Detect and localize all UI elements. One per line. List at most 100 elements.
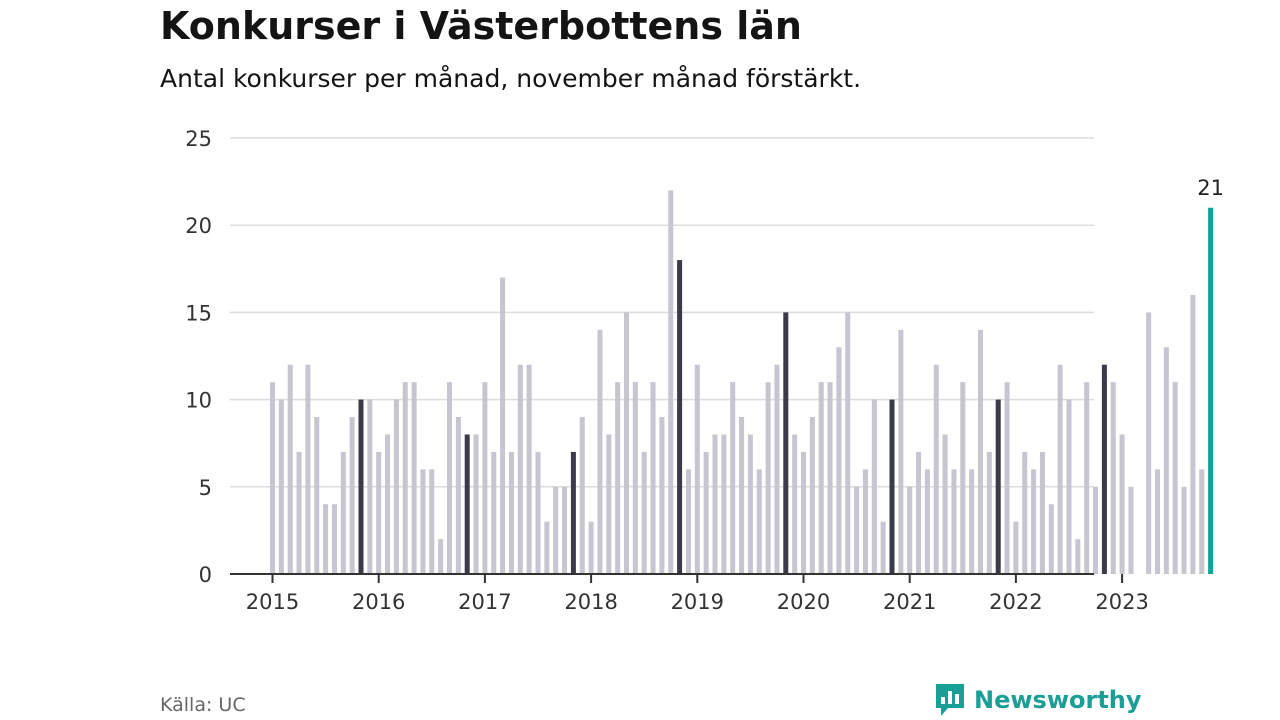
bar [1093, 486, 1099, 574]
bar [287, 364, 293, 574]
bar [836, 347, 842, 574]
bar [270, 382, 275, 574]
bar [358, 399, 364, 574]
bar [588, 521, 594, 574]
bar [978, 329, 983, 574]
bar [1101, 364, 1107, 574]
bar [517, 364, 523, 574]
bar [535, 451, 541, 574]
y-tick-label: 10 [185, 389, 212, 413]
bar [774, 364, 780, 574]
bar [447, 382, 452, 574]
bar [721, 434, 727, 574]
bar [314, 417, 320, 574]
source-note: Källa: UC [160, 694, 246, 716]
bar-annotation-label: 21 [1197, 176, 1224, 200]
bar [827, 382, 833, 574]
x-tick-label: 2022 [989, 590, 1042, 614]
bar [650, 382, 656, 574]
bar [677, 260, 683, 574]
bar [367, 399, 373, 574]
bar [694, 364, 700, 574]
y-tick-label: 0 [199, 563, 212, 587]
bar [916, 451, 922, 574]
bar [898, 329, 904, 574]
y-tick-label: 20 [185, 214, 212, 238]
bar [792, 434, 798, 574]
bar [1181, 486, 1187, 574]
bar [1110, 382, 1116, 574]
bar [296, 451, 302, 574]
bar [1057, 364, 1063, 574]
bar [606, 434, 612, 574]
x-tick-label: 2018 [564, 590, 617, 614]
bar [570, 451, 576, 574]
bar [1128, 486, 1134, 574]
bar [845, 312, 851, 574]
bar [491, 451, 497, 574]
brand-logo[interactable]: Newsworthy [934, 682, 1142, 718]
bar [1022, 451, 1028, 574]
bar [526, 364, 532, 574]
bar [933, 364, 939, 574]
bar [455, 417, 461, 574]
bar [482, 382, 488, 574]
bar [402, 382, 408, 574]
bar [420, 469, 426, 574]
bar [1048, 504, 1054, 574]
bar [544, 521, 550, 574]
bar [1146, 312, 1152, 574]
bar [801, 451, 806, 574]
bar [1172, 382, 1178, 574]
bar [1163, 347, 1169, 574]
bar [376, 451, 382, 574]
bar [818, 382, 824, 574]
bar [597, 329, 603, 574]
bar [668, 190, 674, 574]
bar [907, 486, 913, 574]
bar [323, 504, 329, 574]
bar [862, 469, 868, 574]
bar [1031, 469, 1037, 574]
bar [1155, 469, 1160, 574]
bars [270, 190, 1214, 574]
chart-title: Konkurser i Västerbottens län [160, 4, 802, 48]
bar [880, 521, 886, 574]
bar [632, 382, 638, 574]
bar [951, 469, 957, 574]
bar [615, 382, 621, 574]
bar [331, 504, 337, 574]
bar [924, 469, 930, 574]
labels: 0 5 10 15 20 25 21 2015 2016 2017 2018 2019 2020 2021… [185, 127, 1224, 614]
bar [562, 486, 568, 574]
bar [765, 382, 771, 574]
bar [783, 312, 789, 574]
bar [703, 451, 709, 574]
bar [942, 434, 948, 574]
x-tick-label: 2023 [1095, 590, 1148, 614]
bar [393, 399, 399, 574]
x-tick-label: 2019 [671, 590, 724, 614]
bar [995, 399, 1001, 574]
bar [579, 417, 585, 574]
bar [349, 417, 355, 574]
bar [854, 486, 860, 574]
bar [809, 417, 815, 574]
bar [986, 451, 992, 574]
bar [730, 382, 736, 574]
bar [429, 469, 435, 574]
bar [278, 399, 284, 574]
bar [385, 434, 391, 574]
bar [340, 451, 346, 574]
bar [756, 469, 762, 574]
bar-chart: 0 5 10 15 20 25 21 2015 2016 2017 2018 2019 2020 2021… [185, 127, 1224, 614]
bar [464, 434, 470, 574]
newsworthy-logo-icon [936, 684, 964, 716]
axes [230, 573, 1124, 583]
x-tick-label: 2017 [458, 590, 511, 614]
bar [1199, 469, 1205, 574]
bar [624, 312, 629, 574]
bar [641, 451, 647, 574]
bar [739, 417, 745, 574]
bar [438, 539, 444, 574]
